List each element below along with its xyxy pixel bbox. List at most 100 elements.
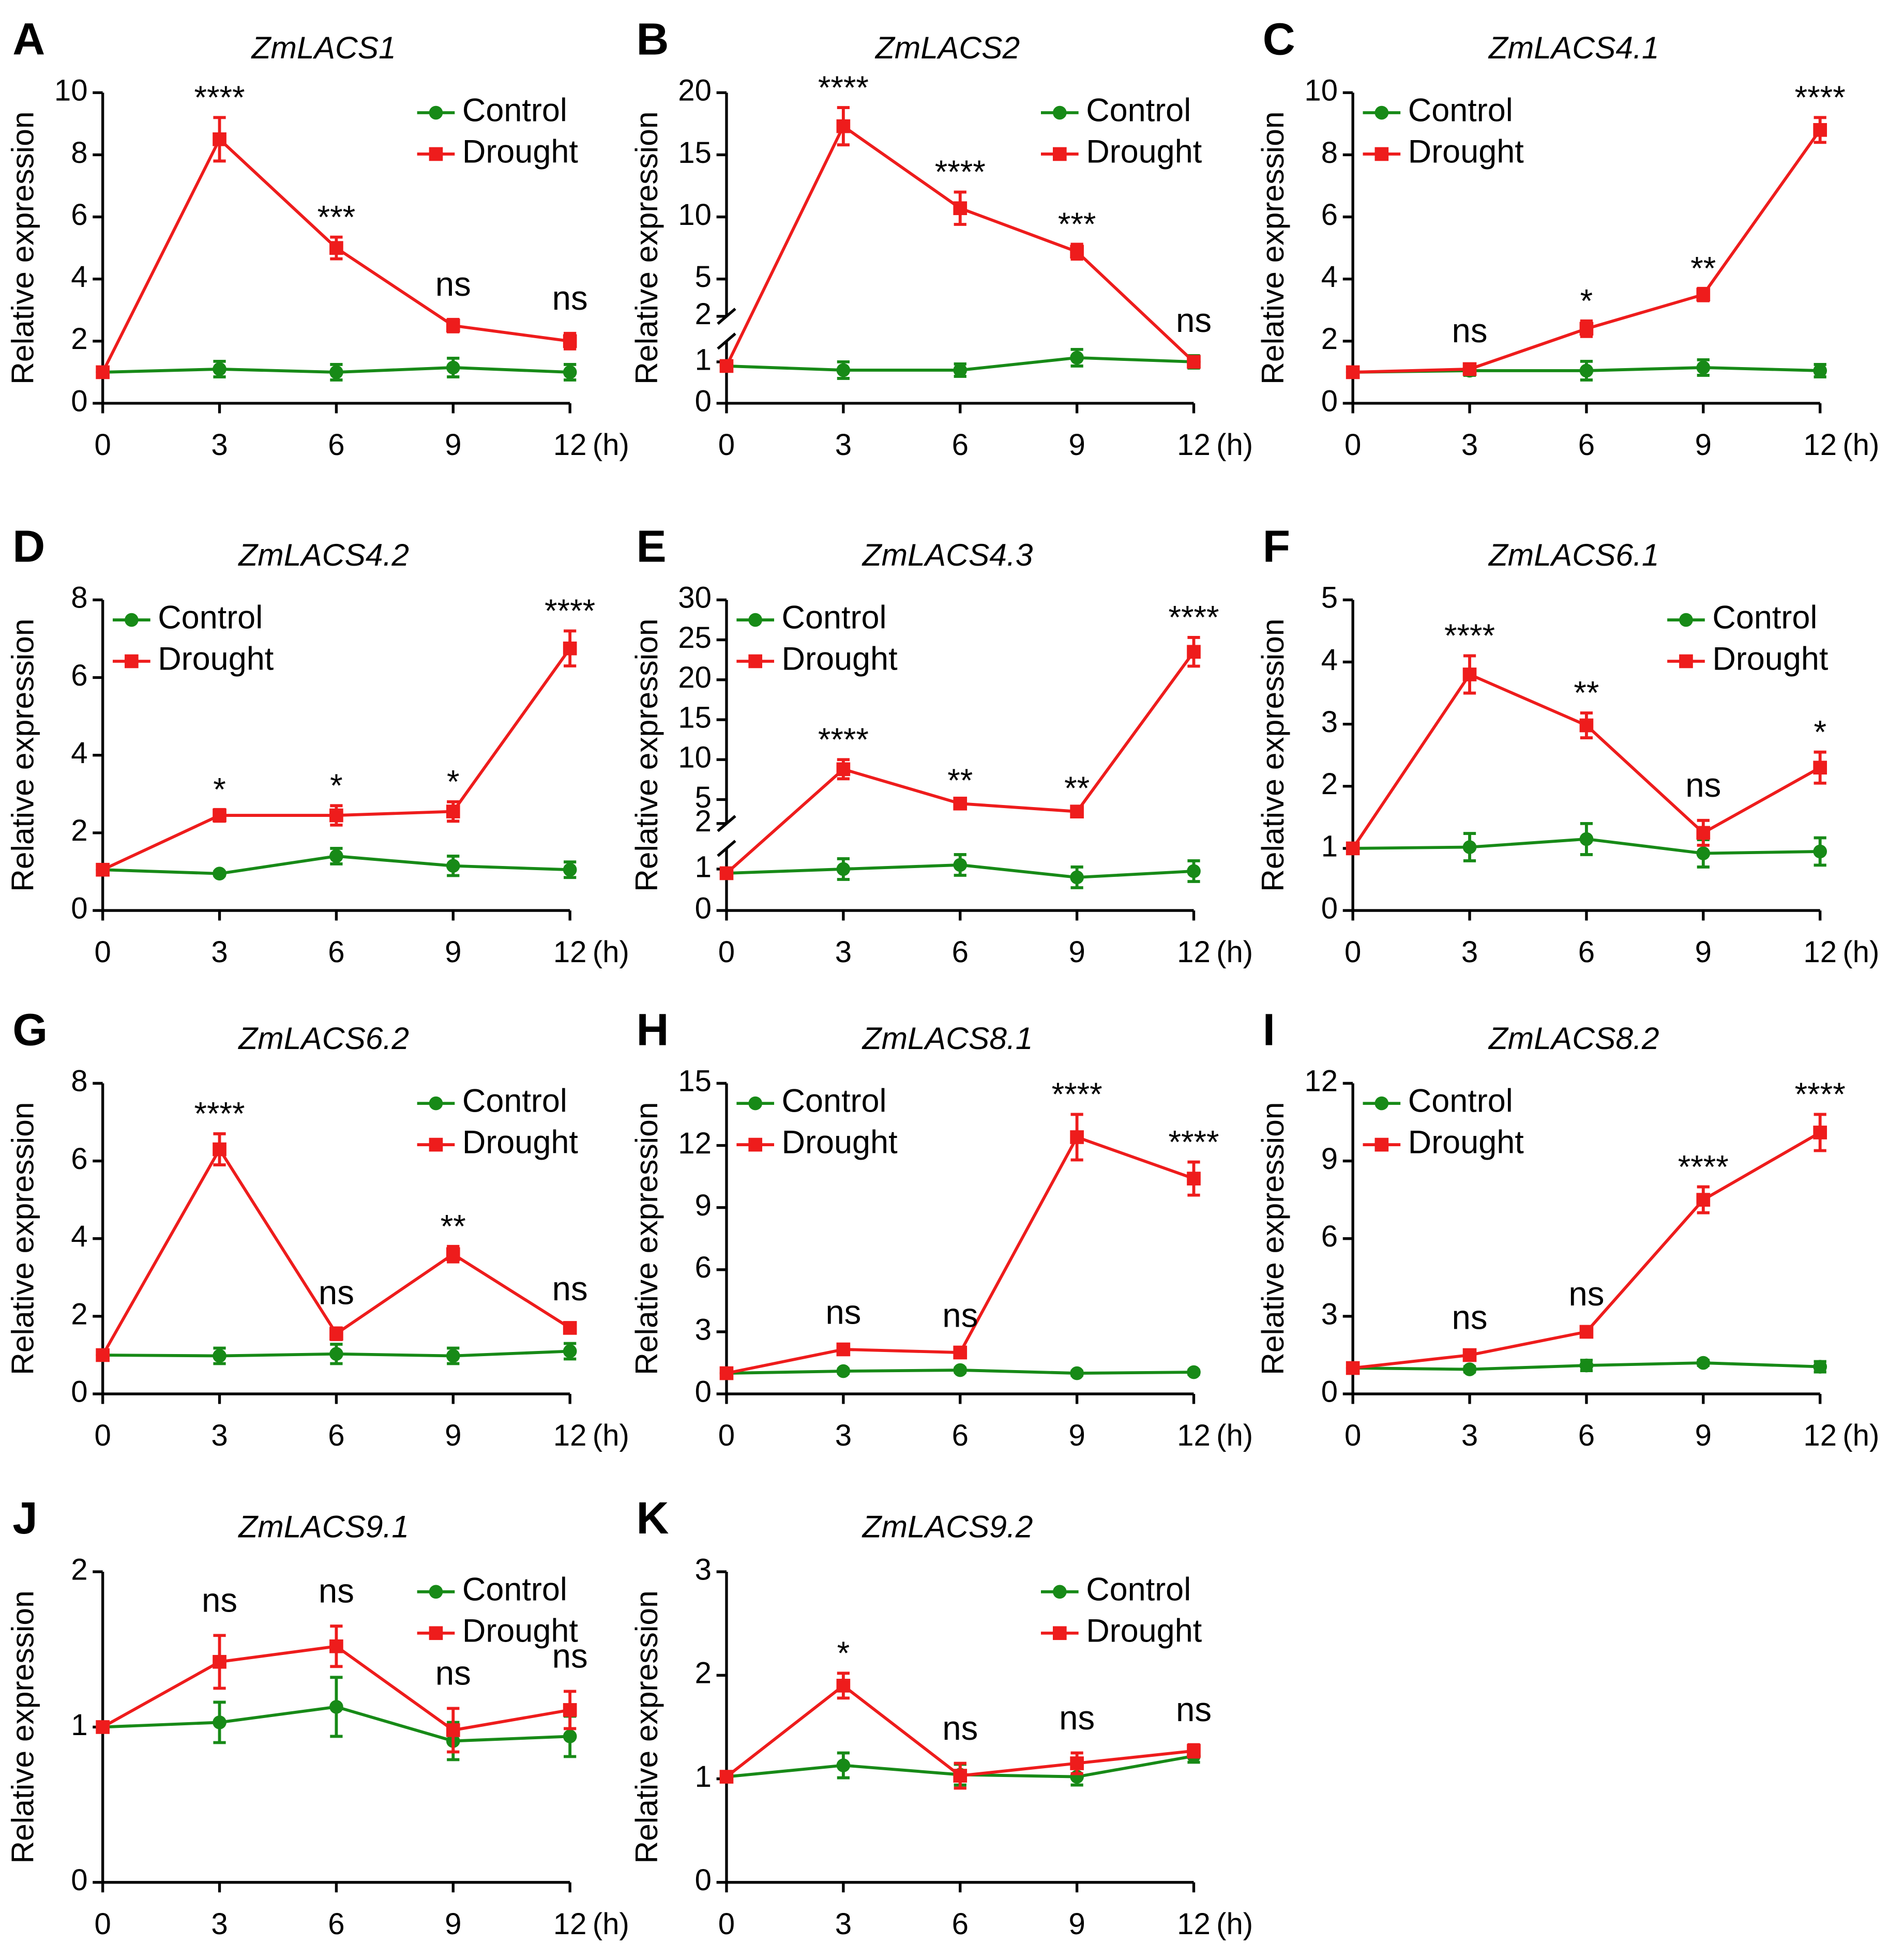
marker [1462,1362,1477,1376]
x-unit: (h) [593,428,629,462]
significance-label: * [447,764,460,800]
x-tick-label: 9 [1068,1907,1085,1941]
legend-label: Drought [1408,134,1524,170]
significance-label: ** [441,1208,466,1244]
significance-label: * [330,768,343,804]
x-tick-label: 12 [1177,1419,1211,1452]
x-unit: (h) [593,1907,629,1941]
legend-marker [125,654,139,668]
significance-label: ns [552,1270,588,1308]
legend-label: Drought [1712,641,1829,677]
legend-label: Control [782,1083,887,1119]
significance-label: **** [194,1096,245,1132]
marker [329,1639,343,1653]
y-tick-label: 12 [678,1127,712,1160]
marker [953,363,968,377]
marker [836,862,851,876]
marker [1187,645,1201,659]
legend-label: Drought [1408,1125,1524,1161]
y-tick-label: 4 [1321,643,1338,677]
y-tick-label: 0 [695,384,712,418]
marker [1187,1365,1201,1379]
legend-label: Drought [462,1125,579,1161]
x-unit: (h) [1216,1907,1253,1941]
x-tick-label: 6 [952,1419,969,1452]
x-tick-label: 3 [1461,1419,1478,1452]
legend-marker [429,1137,443,1152]
significance-label: ns [825,1293,861,1331]
marker [329,1327,343,1341]
significance-label: ns [1059,1699,1095,1737]
legend-label: Control [158,600,263,636]
y-tick-label: 0 [71,1863,87,1897]
y-tick-label: 6 [1321,198,1338,232]
marker [953,1345,968,1360]
marker [953,201,968,216]
chart-title: ZmLACS4.3 [862,537,1033,572]
x-tick-label: 6 [328,1419,344,1452]
marker [213,132,226,146]
panel-letter: J [12,1493,38,1543]
significance-label: ns [1452,312,1488,350]
y-tick-label: 9 [1321,1142,1338,1176]
legend-marker [1374,105,1389,120]
y-tick-label: 20 [678,74,712,108]
x-tick-label: 9 [445,1419,461,1452]
x-unit: (h) [1842,1419,1879,1452]
panel-letter: D [12,521,45,571]
significance-label: * [837,1635,850,1672]
y-tick-label: 15 [678,1065,712,1098]
panel-letter: F [1263,521,1290,571]
legend-marker [1053,1626,1067,1640]
marker [213,1715,226,1729]
y-tick-label: 2 [695,804,712,838]
significance-label: **** [1795,80,1846,116]
legend-marker [429,1585,443,1599]
significance-label: **** [1795,1076,1846,1113]
x-tick-label: 3 [211,1907,228,1941]
marker [1696,360,1711,375]
marker [719,359,734,373]
panel-letter: I [1263,1005,1275,1055]
legend-label: Drought [462,1613,579,1649]
legend-marker [429,1096,443,1111]
x-tick-label: 3 [835,1907,852,1941]
legend-label: Control [1712,600,1817,636]
y-tick-label: 2 [71,814,87,847]
y-tick-label: 10 [54,74,88,108]
x-tick-label: 3 [1461,428,1478,462]
y-axis-label: Relative expression [5,1590,40,1863]
chart-title: ZmLACS4.2 [237,537,409,572]
x-tick-label: 6 [952,428,969,462]
significance-label: ns [319,1572,354,1609]
marker [1813,761,1827,775]
y-tick-label: 20 [678,661,712,694]
x-unit: (h) [1216,935,1253,969]
y-tick-label: 0 [695,1863,712,1897]
y-tick-label: 3 [1321,705,1338,739]
y-axis-label: Relative expression [629,1102,664,1375]
significance-label: **** [194,80,245,116]
y-tick-label: 8 [71,136,87,170]
axis-break [717,332,736,350]
x-tick-label: 9 [445,935,461,969]
x-tick-label: 9 [1695,1419,1712,1452]
legend-marker [748,613,763,627]
marker [329,849,343,863]
significance-label: **** [545,593,595,629]
y-tick-label: 1 [695,343,712,376]
y-tick-label: 2 [71,1553,87,1586]
marker [1187,1172,1201,1186]
y-tick-label: 5 [695,781,712,814]
x-tick-label: 6 [1578,935,1595,969]
y-tick-label: 2 [1321,767,1338,801]
marker [1813,1126,1827,1139]
marker [1579,322,1594,336]
marker [213,808,226,823]
x-unit: (h) [1216,428,1253,462]
marker [1696,1356,1711,1370]
marker [1813,1360,1827,1374]
x-tick-label: 12 [1803,935,1837,969]
y-tick-label: 1 [695,850,712,884]
legend-label: Control [462,1083,567,1119]
